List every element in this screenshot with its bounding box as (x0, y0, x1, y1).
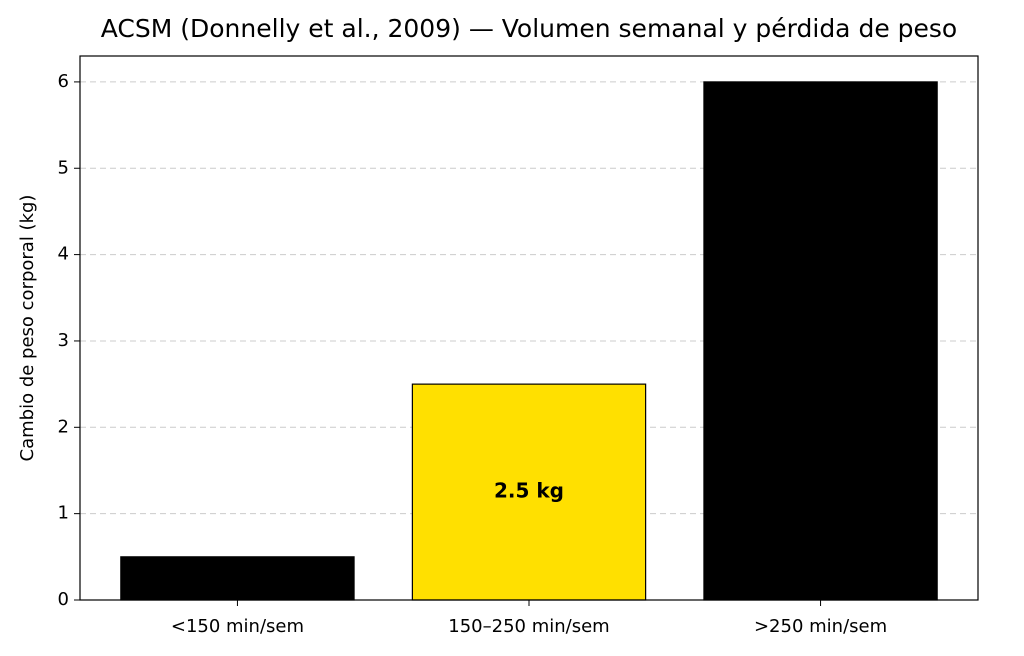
x-tick-label: 150–250 min/sem (448, 616, 609, 637)
data-label: 6.0 kg (786, 327, 856, 351)
y-tick-label: 2 (58, 416, 69, 437)
y-tick-label: 0 (58, 589, 69, 610)
bar (411, 383, 647, 601)
y-axis-label: Cambio de peso corporal (kg) (17, 195, 38, 462)
y-tick-label: 1 (58, 503, 69, 524)
plot-frame (79, 55, 979, 601)
data-label: 2.5 kg (494, 479, 564, 503)
data-label: 0.5 kg (202, 565, 272, 589)
y-tick-label: 3 (58, 330, 69, 351)
bar (703, 81, 938, 601)
y-tick-label: 5 (58, 157, 69, 178)
y-tick-label: 4 (58, 244, 69, 265)
x-tick-label: <150 min/sem (171, 616, 304, 637)
y-tick-label: 6 (58, 71, 69, 92)
chart-title: ACSM (Donnelly et al., 2009) — Volumen s… (101, 14, 957, 43)
x-tick-label: >250 min/sem (754, 616, 887, 637)
